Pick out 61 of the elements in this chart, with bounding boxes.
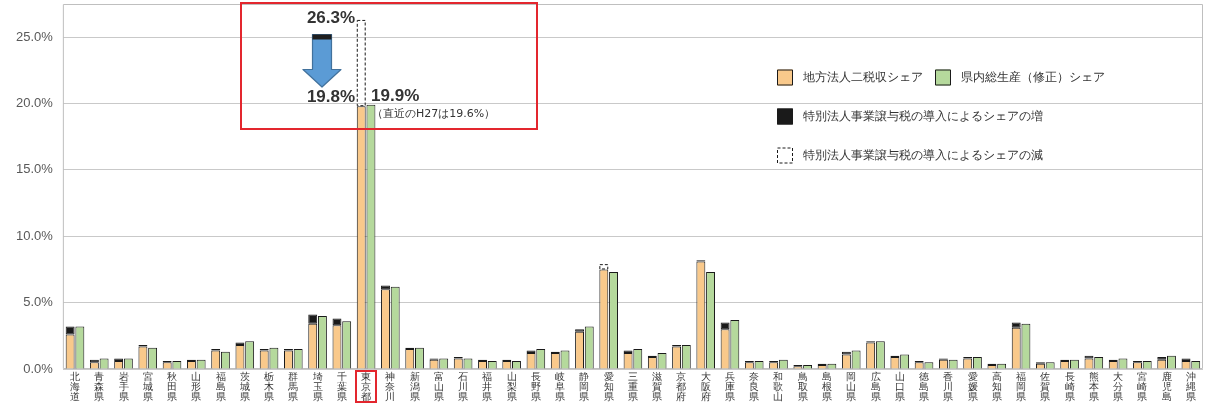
annotation: 19.8% <box>306 86 356 106</box>
y-tick-label: 15.0% <box>15 161 54 177</box>
x-tick-label: 群馬県 <box>287 371 299 402</box>
x-tick-label: 福井県 <box>481 371 493 402</box>
annotation: （直近のH27は19.6%） <box>372 107 496 121</box>
annotation: 19.9% <box>371 85 420 105</box>
y-tick-label: 5.0% <box>23 294 54 310</box>
x-tick-label: 三重県 <box>627 371 639 402</box>
legend-label: 県内総生産（修正）シェア <box>961 69 1105 84</box>
x-tick-label: 山口県 <box>894 371 906 402</box>
x-tick-label: 熊本県 <box>1088 371 1100 402</box>
x-tick-label: 北海道 <box>69 371 81 402</box>
x-tick-label: 大分県 <box>1112 371 1124 402</box>
x-tick-label: 和歌山 <box>772 371 784 402</box>
x-tick-label: 静岡県 <box>578 371 590 402</box>
x-tick-label: 佐賀県 <box>1039 371 1051 402</box>
x-tick-label: 山梨県 <box>506 371 518 402</box>
x-tick-label: 高知県 <box>991 371 1003 402</box>
x-tick-label: 茨城県 <box>239 371 251 402</box>
annotation: 26.3% <box>306 7 356 27</box>
legend-label: 特別法人事業譲与税の導入によるシェアの減 <box>803 147 1043 162</box>
x-tick-label: 徳島県 <box>918 371 930 402</box>
x-tick-label: 神奈川 <box>384 371 396 402</box>
x-tick-label: 福岡県 <box>1015 371 1027 402</box>
x-tick-label: 秋田県 <box>166 371 178 402</box>
x-tick-label: 京都府 <box>675 371 687 402</box>
x-tick-label: 兵庫県 <box>724 371 736 402</box>
x-tick-label: 岩手県 <box>118 371 129 402</box>
x-tick-label: 宮城県 <box>142 371 154 402</box>
x-tick-label: 大阪府 <box>700 371 712 402</box>
y-tick-label: 25.0% <box>15 28 54 44</box>
x-tick-label: 愛媛県 <box>967 371 979 402</box>
x-tick-label: 鳥取県 <box>797 371 809 402</box>
x-tick-label: 栃木県 <box>263 371 275 402</box>
legend-label: 地方法人二税収シェア <box>802 69 923 84</box>
x-tick-label: 埼玉県 <box>312 371 324 402</box>
x-tick-label: 青森県 <box>93 371 105 402</box>
x-tick-label: 千葉県 <box>336 371 348 402</box>
y-tick-label: 20.0% <box>15 95 54 111</box>
x-tick-label: 広島県 <box>870 371 881 402</box>
y-tick-label: 0.0% <box>23 360 54 376</box>
x-tick-label: 長崎県 <box>1064 371 1076 402</box>
x-tick-label: 新潟県 <box>409 371 421 402</box>
x-tick-label: 福島県 <box>215 371 227 402</box>
legend-label: 特別法人事業譲与税の導入によるシェアの増 <box>803 108 1043 123</box>
x-tick-label: 東京都 <box>360 371 372 402</box>
x-tick-label: 愛知県 <box>603 371 615 402</box>
x-tick-label: 島根県 <box>821 371 833 402</box>
x-tick-label: 石川県 <box>457 371 469 402</box>
x-tick-label: 岡山県 <box>845 371 857 402</box>
x-tick-label: 香川県 <box>942 371 954 402</box>
x-tick-label: 長野県 <box>530 371 542 402</box>
x-tick-label: 鹿児島 <box>1161 371 1173 402</box>
x-tick-label: 奈良県 <box>748 371 760 402</box>
x-tick-label: 宮崎県 <box>1136 371 1148 402</box>
y-tick-label: 10.0% <box>15 227 54 243</box>
x-tick-label: 山形県 <box>190 371 202 402</box>
x-tick-label: 滋賀県 <box>651 371 663 402</box>
x-tick-label: 富山県 <box>433 371 445 402</box>
x-tick-label: 沖縄県 <box>1185 371 1197 402</box>
x-tick-label: 岐阜県 <box>554 371 566 402</box>
